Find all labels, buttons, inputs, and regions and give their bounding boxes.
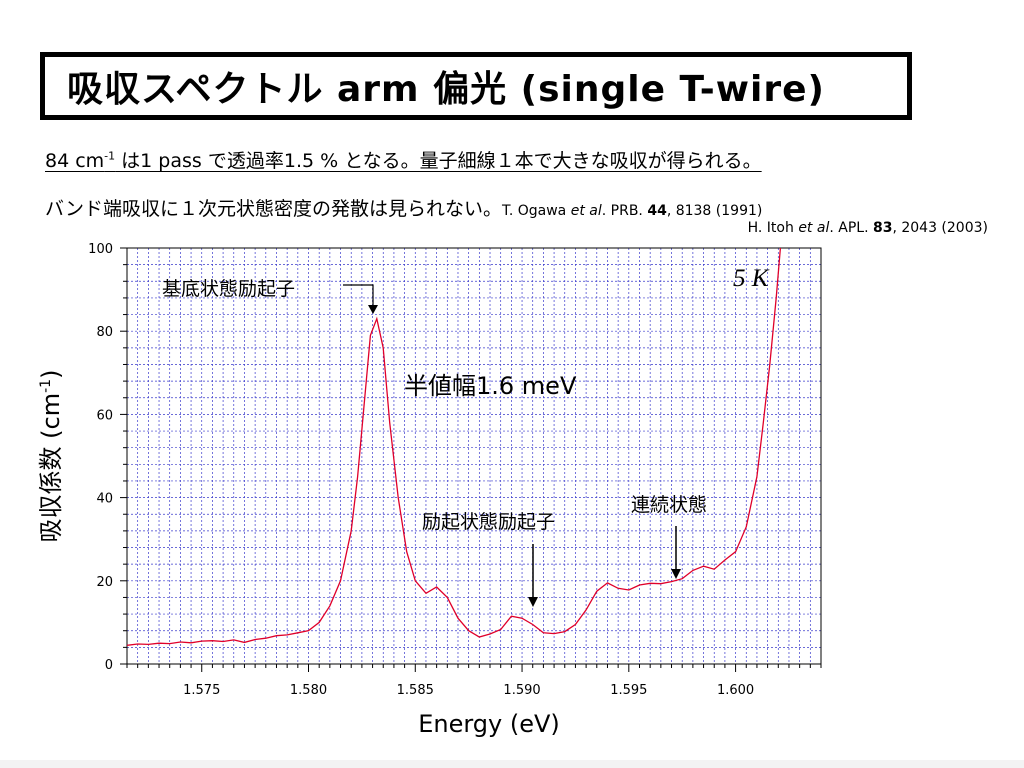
line1-part-a: 84 cm	[45, 150, 105, 172]
ref1-volume: 44	[647, 203, 667, 219]
title-box: 吸収スペクトル arm 偏光 (single T-wire)	[40, 52, 912, 120]
x-tick-label: 1.595	[610, 683, 647, 698]
y-axis-label: 吸収係数 (cm-1)	[37, 370, 65, 543]
line1-part-b: は1 pass で透過率1.5 % となる。量子細線１本で大きな吸収が得られる。	[115, 150, 762, 172]
y-tick-label: 80	[96, 325, 113, 340]
absorption-chart: 1.575 1.580 1.585 1.590 1.595 1.600 0 20 40 60 80 1…	[37, 242, 822, 738]
ref2-journal: . APL.	[829, 220, 873, 236]
ref2-rest: , 2043 (2003)	[892, 220, 988, 236]
y-tick-label: 20	[96, 575, 113, 590]
annotation-excited-exciton: 励起状態励起子	[422, 511, 555, 533]
x-tick-label: 1.590	[503, 683, 540, 698]
y-tick-label: 60	[96, 408, 113, 423]
ref2-author: H. Itoh	[747, 220, 799, 236]
description-line-1: 84 cm-1 は1 pass で透過率1.5 % となる。量子細線１本で大きな…	[45, 146, 762, 173]
arrow-ground-exciton-head	[368, 305, 378, 314]
annotation-fwhm: 半値幅1.6 meV	[404, 372, 577, 400]
x-tick-label: 1.600	[717, 683, 754, 698]
x-axis-label: Energy (eV)	[418, 710, 560, 738]
ref2-etal: et al	[798, 220, 830, 236]
chart-grid	[126, 247, 822, 665]
arrow-continuum-head	[671, 569, 681, 579]
arrow-ground-exciton	[343, 284, 374, 312]
reference-1: T. Ogawa et al. PRB. 44, 8138 (1991)	[502, 203, 762, 219]
x-tick-label: 1.580	[290, 683, 327, 698]
slide-bottom-band	[0, 760, 1024, 768]
annotation-temperature: 5 K	[733, 265, 770, 292]
ref1-etal: et al	[570, 203, 602, 219]
ref1-author: T. Ogawa	[501, 203, 571, 219]
reference-2: H. Itoh et al. APL. 83, 2043 (2003)	[748, 220, 988, 236]
slide-title: 吸収スペクトル arm 偏光 (single T-wire)	[67, 69, 825, 110]
line2-text: バンド端吸収に１次元状態密度の発散は見られない。	[45, 198, 502, 220]
description-line-2: バンド端吸収に１次元状態密度の発散は見られない。T. Ogawa et al. …	[45, 194, 762, 221]
annotation-ground-exciton: 基底状態励起子	[162, 278, 295, 300]
y-tick-label: 100	[88, 242, 113, 257]
arrow-excited-exciton-head	[528, 597, 538, 607]
y-tick-label: 0	[105, 658, 113, 673]
y-tick-label: 40	[96, 492, 113, 507]
annotation-continuum: 連続状態	[631, 494, 707, 516]
chart-axes: 1.575 1.580 1.585 1.590 1.595 1.600 0 20 40 60 80 1…	[88, 242, 822, 698]
line1-superscript: -1	[104, 149, 116, 163]
ref1-rest: , 8138 (1991)	[666, 203, 763, 219]
x-tick-label: 1.585	[397, 683, 434, 698]
absorption-spectrum-line	[126, 247, 782, 646]
ref1-journal: . PRB.	[601, 203, 648, 219]
x-tick-label: 1.575	[183, 683, 220, 698]
ref2-volume: 83	[872, 220, 893, 236]
plot-frame	[126, 247, 822, 665]
